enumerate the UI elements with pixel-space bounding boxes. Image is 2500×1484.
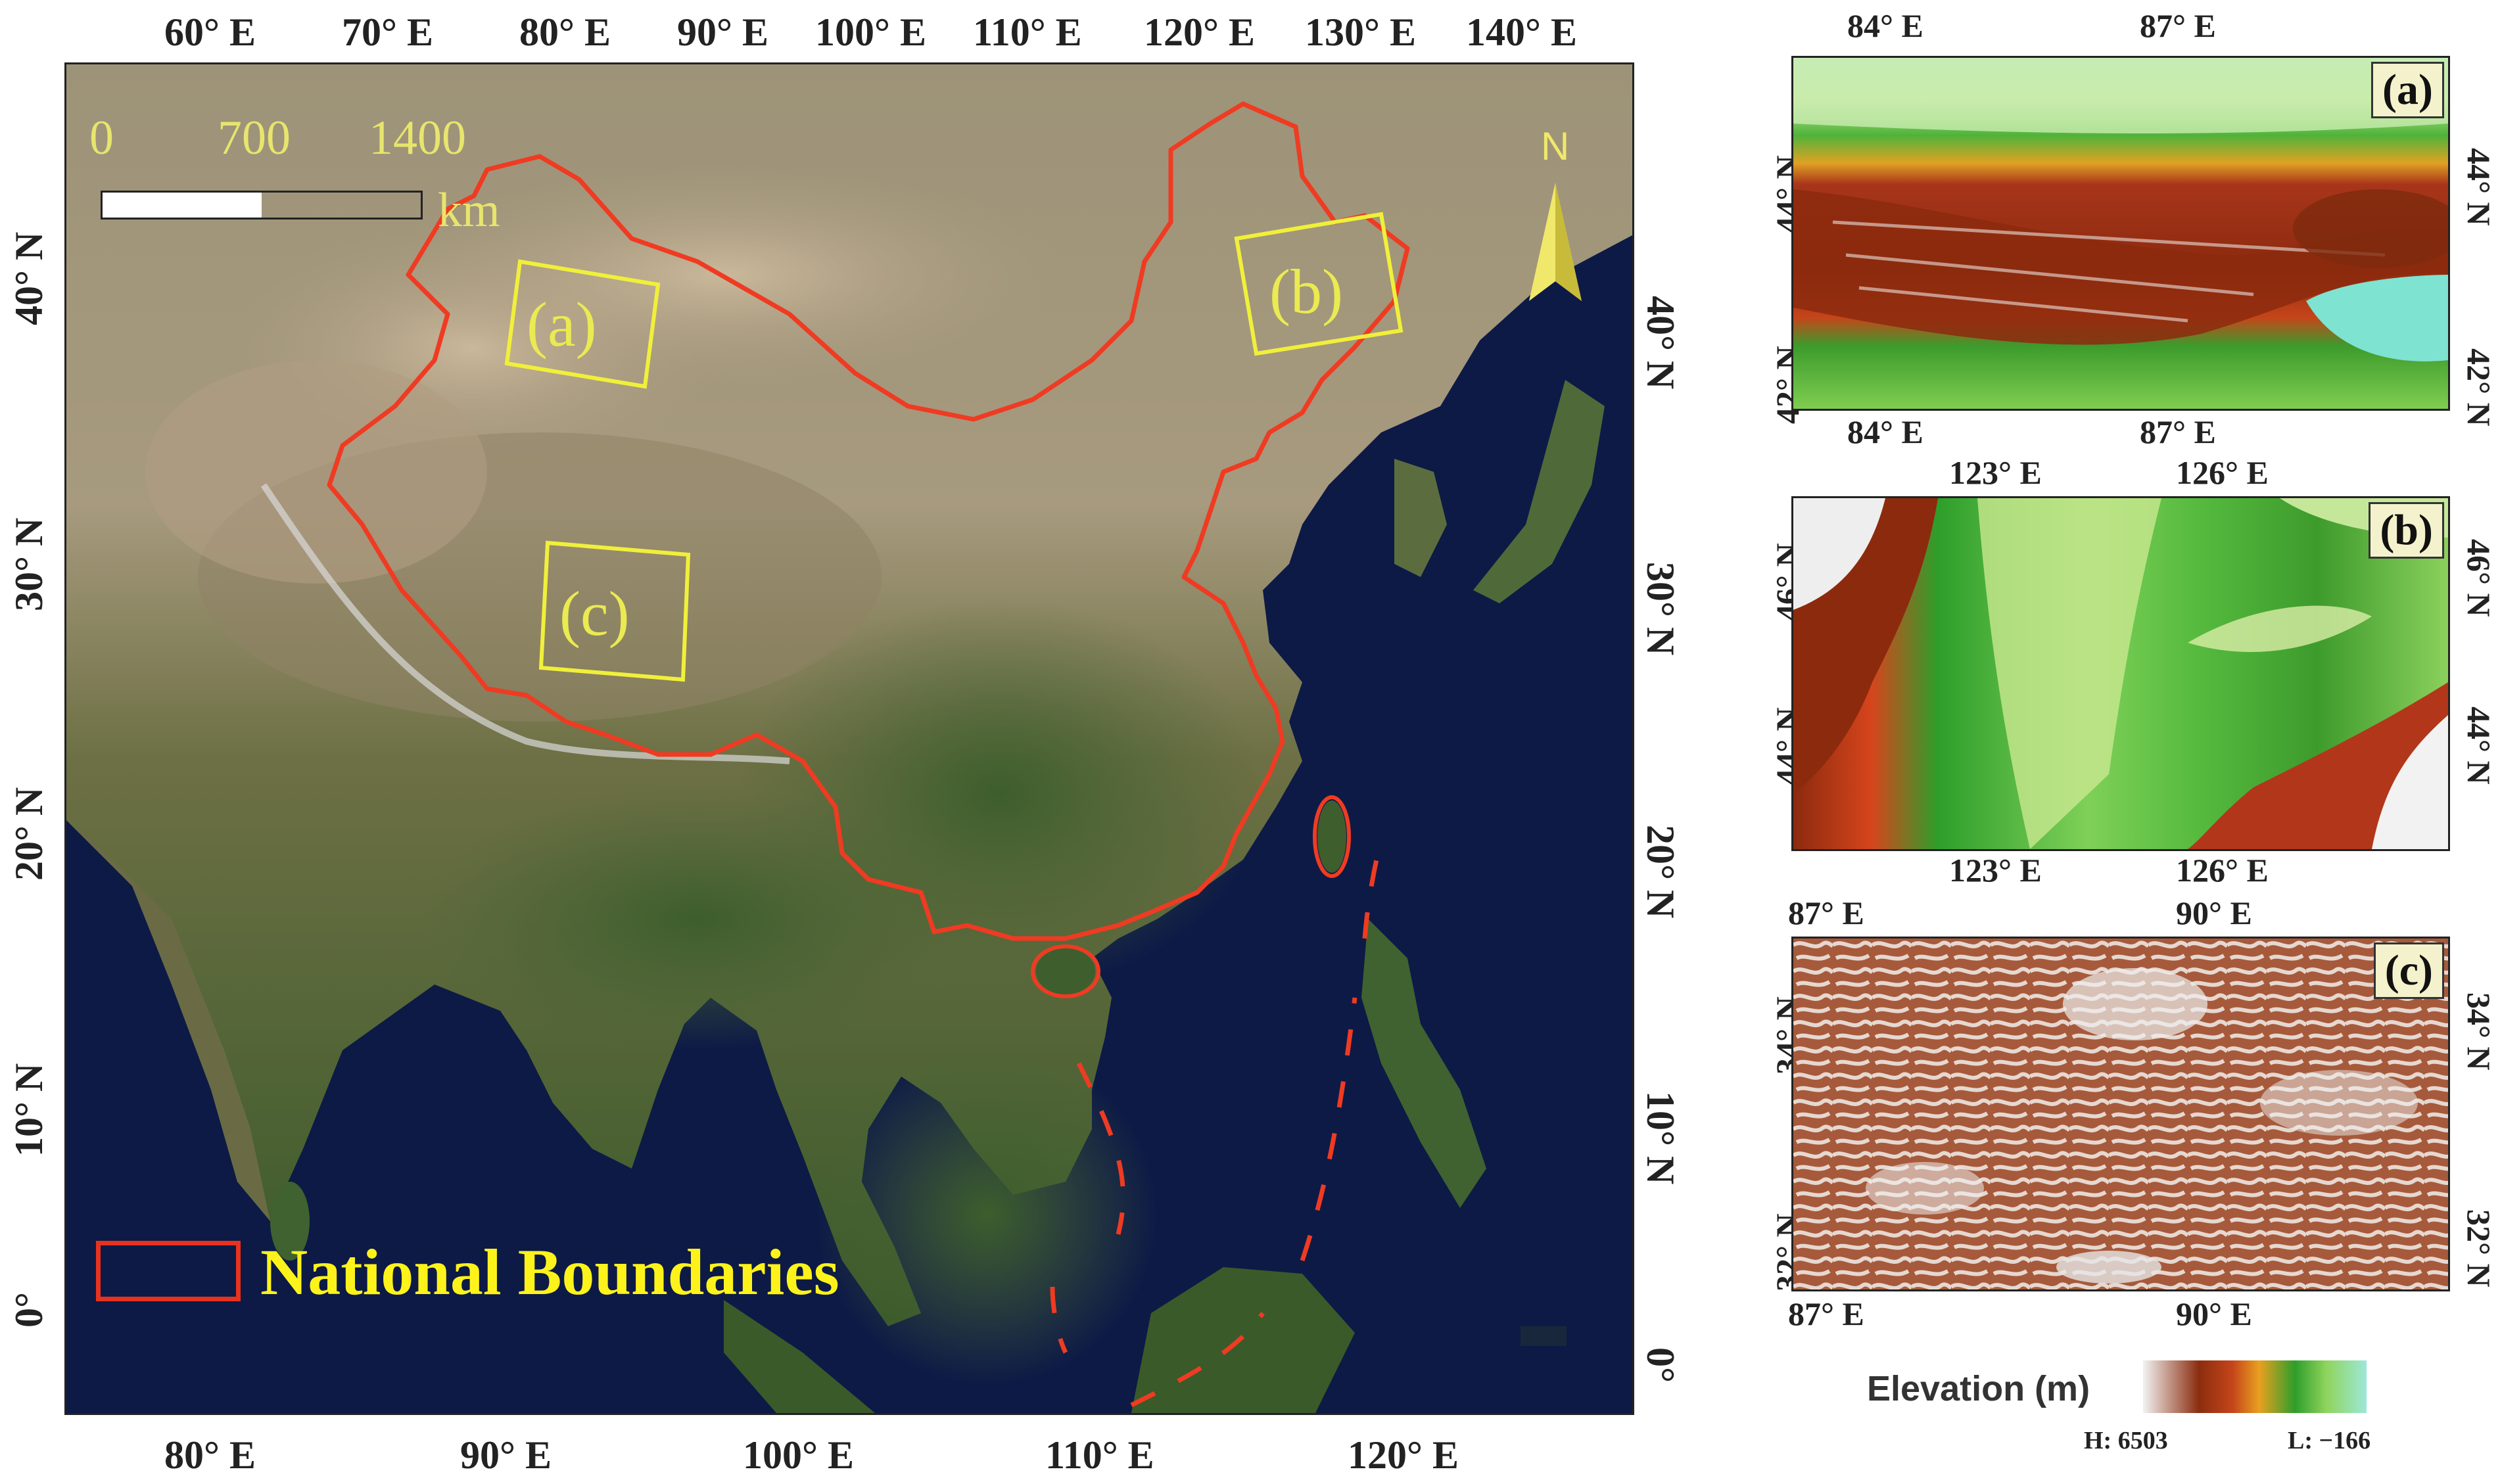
bottom-lon-tick: 110° E [1045, 1433, 1154, 1477]
panel-a-top-tick: 84° E [1847, 7, 1923, 44]
scale-unit: km [438, 183, 500, 237]
panel-a-label: (a) [2371, 62, 2444, 118]
left-lat-tick: 10° N [7, 1063, 51, 1157]
scale-label-1400: 1400 [369, 111, 466, 165]
panel-a-top-tick: 87° E [2140, 7, 2216, 44]
right-lat-tick: 20° N [1639, 825, 1682, 919]
credit-mark [1521, 1326, 1567, 1346]
bottom-lon-tick: 90° E [460, 1433, 552, 1477]
panel-c-elevation-raster [1793, 939, 2448, 1289]
panel-b-dem: (b) [1791, 496, 2450, 851]
panel-b-right-tick: 44° N [2461, 707, 2497, 785]
legend-label: National Boundaries [260, 1236, 839, 1309]
top-lon-tick: 80° E [519, 11, 611, 54]
top-lon-tick: 140° E [1466, 11, 1578, 54]
bottom-lon-tick: 120° E [1348, 1433, 1459, 1477]
top-lon-tick: 110° E [973, 11, 1082, 54]
satellite-map: 0 700 1400 km N (a) (b) (c) National Bou… [64, 62, 1634, 1415]
panel-a-elevation-raster [1793, 58, 2448, 409]
left-lat-tick: 0° [7, 1292, 51, 1328]
top-lon-tick: 90° E [677, 11, 769, 54]
region-box-a [504, 259, 661, 389]
left-lat-tick: 40° N [7, 231, 51, 325]
north-arrow-letter: N [1541, 124, 1570, 168]
bottom-lon-tick: 100° E [743, 1433, 855, 1477]
panel-c-dem: (c) [1791, 937, 2450, 1291]
panel-a-dem: (a) [1791, 56, 2450, 411]
panel-b-label: (b) [2369, 502, 2444, 559]
panel-c-right-tick: 34° N [2461, 992, 2497, 1071]
panel-b-bottom-tick: 123° E [1949, 852, 2042, 889]
panel-a-right-tick: 44° N [2461, 148, 2497, 226]
korea-peninsula [1394, 459, 1447, 577]
china-national-boundary [327, 101, 1410, 941]
right-lat-tick: 10° N [1639, 1091, 1682, 1185]
elevation-legend-title: Elevation (m) [1867, 1369, 2090, 1408]
panel-b-right-tick: 46° N [2461, 539, 2497, 617]
region-box-c [538, 540, 691, 682]
top-lon-tick: 100° E [815, 11, 927, 54]
left-lat-tick: 20° N [7, 787, 51, 881]
right-lat-tick: 0° [1639, 1347, 1682, 1383]
panel-c-label: (c) [2373, 942, 2444, 999]
main-map-figure: 60° E 70° E 80° E 90° E 100° E 110° E 12… [7, 11, 1682, 1477]
sumatra-landmass [724, 1300, 875, 1413]
elevation-high-label: H: 6503 [2084, 1427, 2168, 1454]
north-arrow: N [1516, 124, 1595, 321]
scale-label-0: 0 [89, 111, 114, 165]
region-label-c: (c) [559, 578, 630, 649]
scale-label-700: 700 [218, 111, 291, 165]
japan-islands [1473, 380, 1605, 603]
panel-a-bottom-tick: 84° E [1847, 413, 1923, 450]
top-lon-tick: 130° E [1305, 11, 1417, 54]
india-landmass [66, 820, 270, 1221]
himalaya-ridge [260, 483, 790, 764]
elevation-low-label: L: −166 [2288, 1427, 2371, 1454]
panel-c-bottom-tick: 90° E [2176, 1295, 2252, 1332]
sri-lanka [270, 1182, 310, 1261]
philippines-islands [1361, 919, 1486, 1208]
panel-a-bottom-tick: 87° E [2140, 413, 2216, 450]
right-lat-tick: 40° N [1639, 296, 1682, 390]
taiwan-island [1317, 800, 1346, 873]
scale-bar-dark-segment [262, 193, 421, 218]
panel-b-top-tick: 126° E [2176, 454, 2269, 491]
panel-b-elevation-raster [1793, 498, 2448, 849]
panel-c-bottom-tick: 87° E [1788, 1295, 1864, 1332]
elevation-color-ramp [2143, 1360, 2367, 1413]
elevation-legend: Elevation (m) H: 6503 L: −166 [1867, 1354, 2380, 1466]
panel-b-top-tick: 123° E [1949, 454, 2042, 491]
legend-swatch [96, 1241, 241, 1301]
left-lat-tick: 30° N [7, 517, 51, 611]
north-arrow-icon [1529, 183, 1582, 301]
right-lat-tick: 30° N [1639, 562, 1682, 656]
region-label-b: (b) [1269, 256, 1343, 327]
top-lon-tick: 70° E [342, 11, 434, 54]
region-label-a: (a) [527, 289, 597, 359]
bottom-lon-tick: 80° E [164, 1433, 256, 1477]
scale-bar-white-segment [103, 193, 262, 218]
panel-c-top-tick: 87° E [1788, 894, 1864, 931]
top-lon-tick: 60° E [164, 11, 256, 54]
panel-c-top-tick: 90° E [2176, 894, 2252, 931]
top-lon-tick: 120° E [1144, 11, 1256, 54]
panel-c-right-tick: 32° N [2461, 1209, 2497, 1287]
hainan-island [1036, 948, 1095, 994]
panel-b-bottom-tick: 126° E [2176, 852, 2269, 889]
satellite-imagery [66, 64, 1632, 1413]
region-box-b [1234, 212, 1403, 356]
scale-bar [101, 191, 423, 220]
panel-a-right-tick: 42° N [2461, 348, 2497, 427]
